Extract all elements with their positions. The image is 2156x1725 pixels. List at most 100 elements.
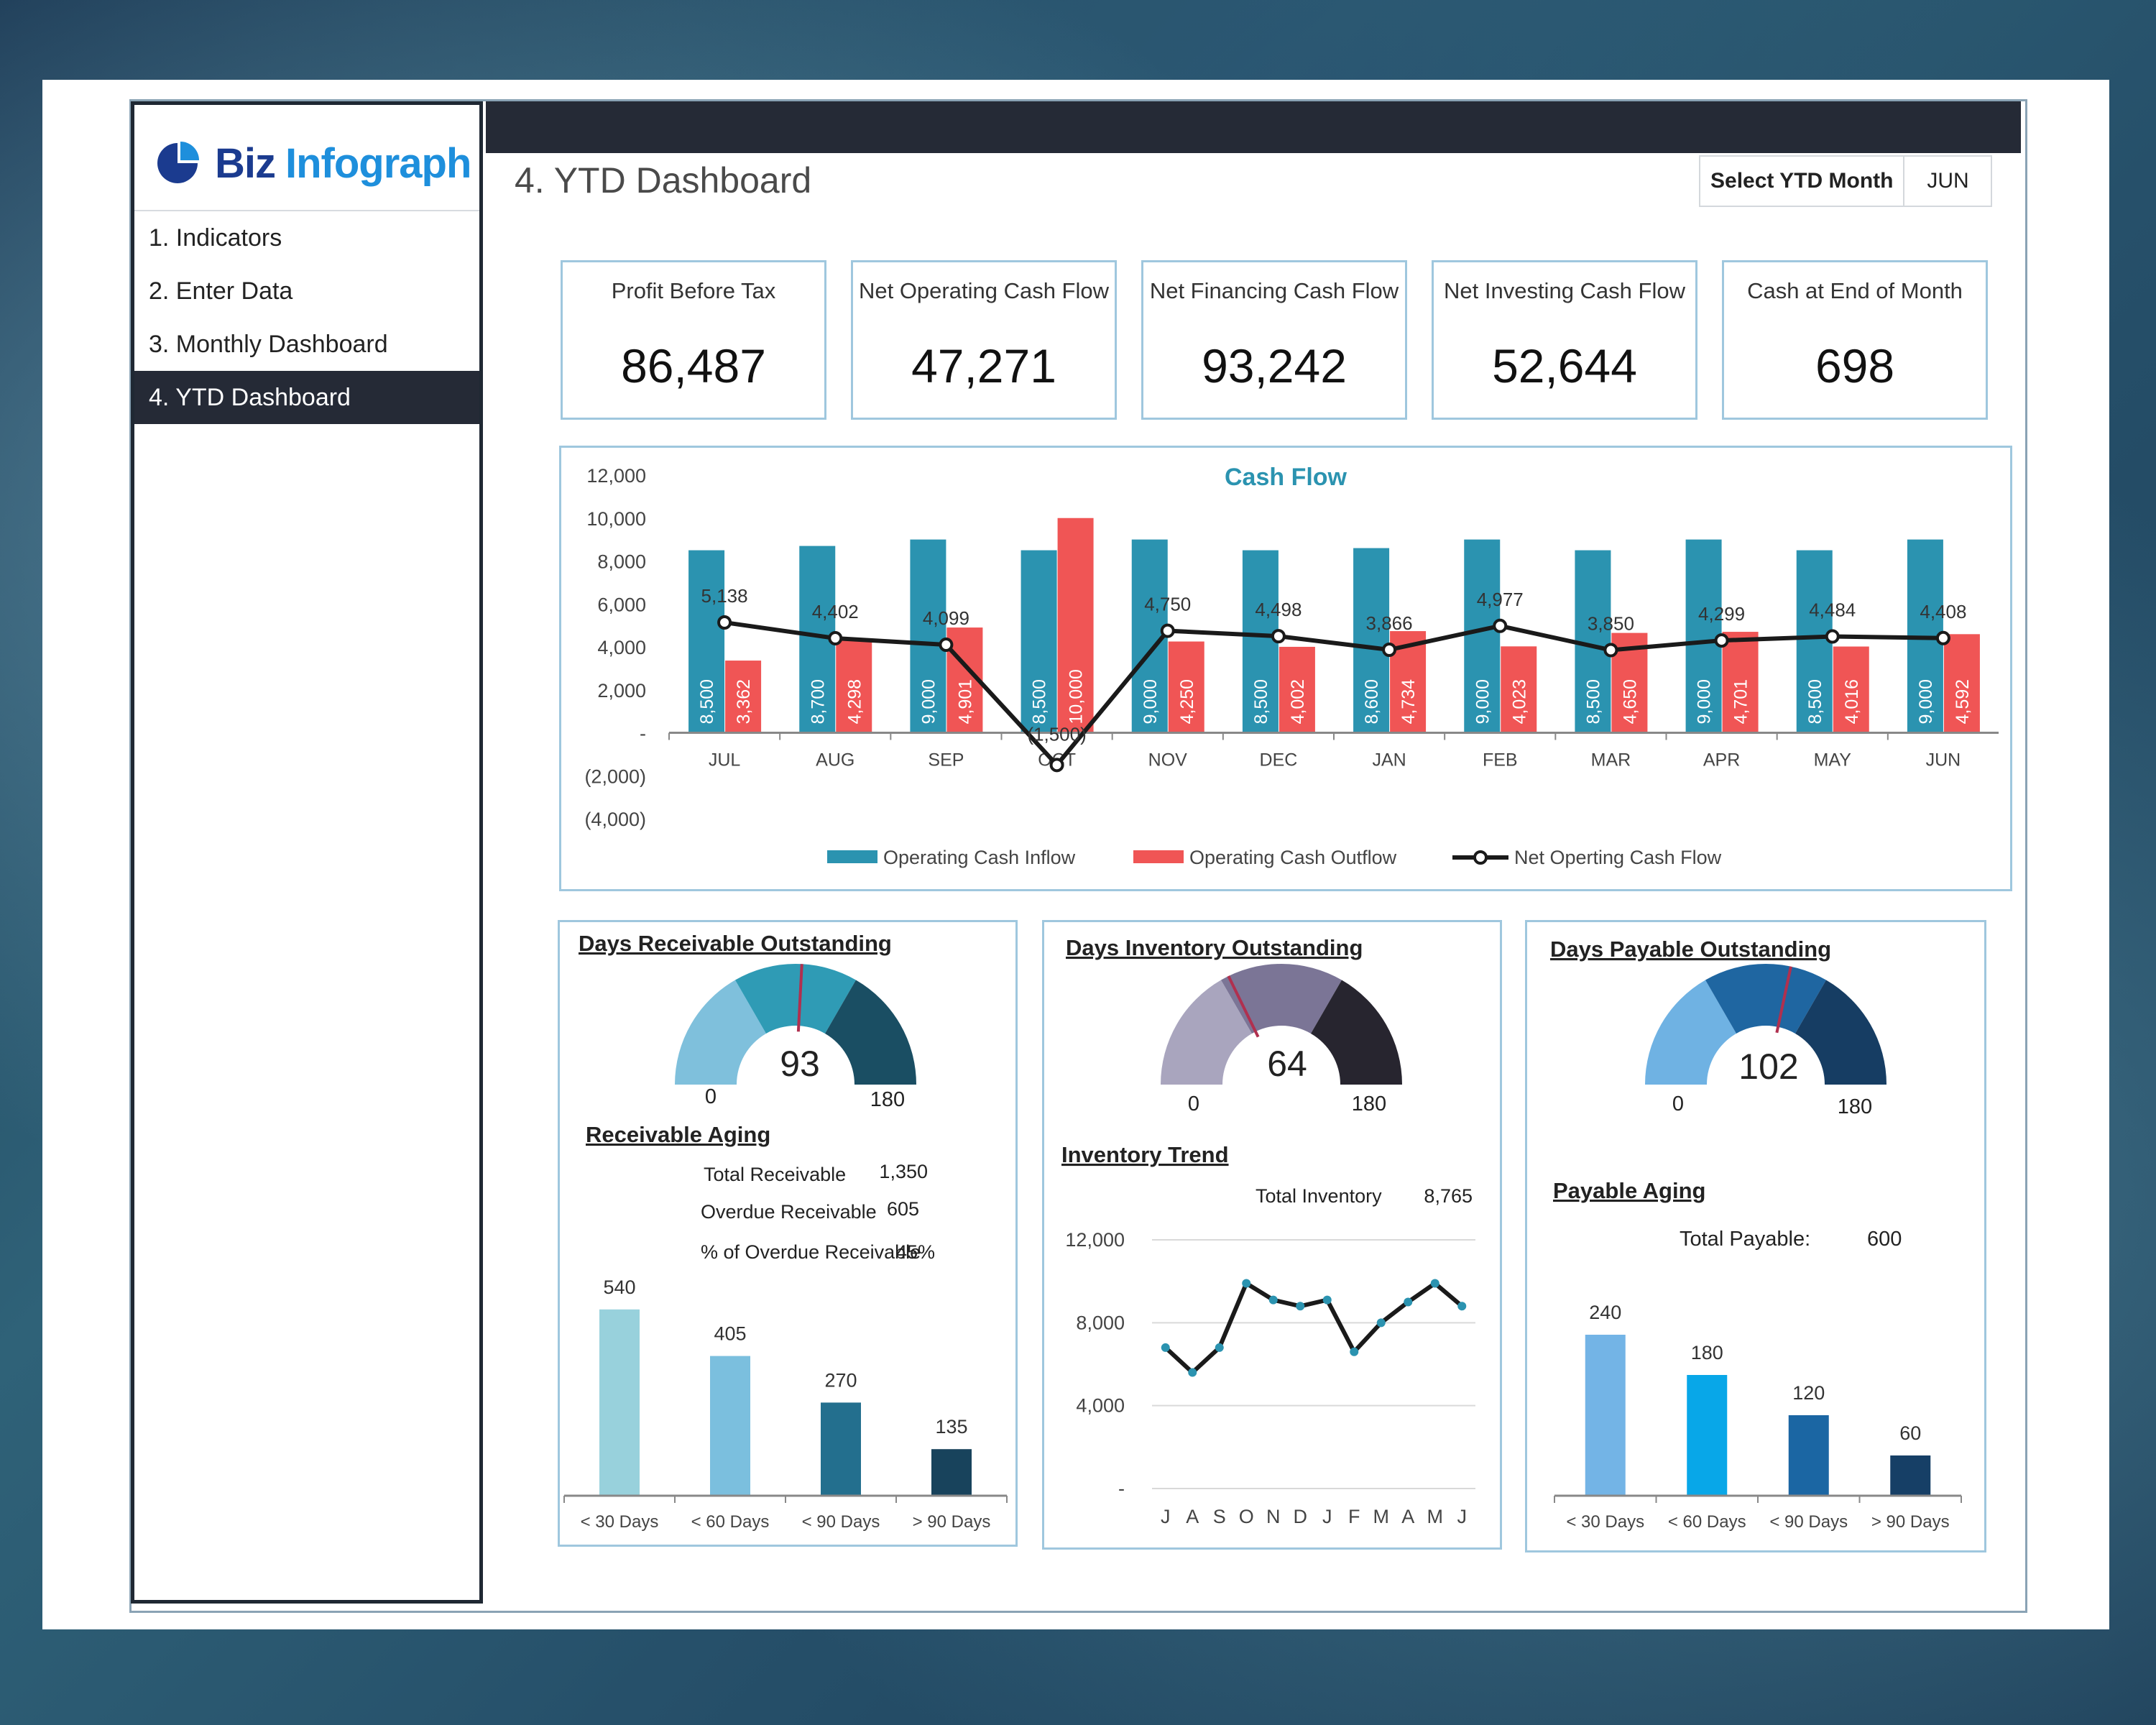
inflow-data-label: 9,000 (1141, 679, 1161, 724)
sidebar-item-enter-data[interactable]: 2. Enter Data (149, 277, 293, 305)
dro-gauge: 93 0 180 (675, 964, 916, 1111)
x-tick-label: S (1213, 1506, 1226, 1527)
legend-label-net: Net Operting Cash Flow (1514, 847, 1722, 868)
overdue-receivable-pct-value: 45% (896, 1241, 935, 1263)
kpi-card-net-financing-cash-flow: Net Financing Cash Flow 93,242 (1141, 260, 1407, 420)
aging-bar (1890, 1455, 1931, 1496)
y-tick-label: 12,000 (586, 465, 646, 487)
gauge-min-label: 0 (1188, 1092, 1199, 1116)
inflow-data-label: 9,000 (1473, 679, 1493, 724)
x-tick-label: DEC (1260, 750, 1298, 770)
legend-label-inflow: Operating Cash Inflow (883, 847, 1076, 868)
ytd-month-selector[interactable]: Select YTD Month JUN (1699, 155, 1993, 207)
receivable-aging-title: Receivable Aging (586, 1122, 770, 1147)
receivable-panel: Days Receivable Outstanding 93 0 180 Recei… (558, 920, 1018, 1547)
aging-category-label: > 90 Days (1871, 1512, 1950, 1532)
kpi-value: 52,644 (1492, 339, 1637, 392)
inflow-bar (1685, 539, 1722, 733)
gauge-band (1161, 980, 1252, 1085)
gauge-band (675, 980, 766, 1085)
net-cash-flow-point (1714, 633, 1729, 648)
aging-bar (1585, 1335, 1626, 1496)
net-cash-flow-line (724, 620, 1943, 768)
outflow-bar (725, 661, 762, 733)
dpo-gauge: 102 0 180 (1645, 964, 1886, 1118)
x-tick-label: M (1373, 1506, 1390, 1527)
inventory-trend-point (1161, 1343, 1170, 1352)
gauge-band (1705, 964, 1826, 1034)
ytd-month-value[interactable]: JUN (1927, 169, 1969, 193)
aging-bar (821, 1402, 861, 1496)
aging-data-label: 135 (935, 1416, 967, 1438)
aging-data-label: 180 (1691, 1342, 1723, 1363)
gauge-value: 102 (1738, 1046, 1798, 1087)
net-data-label: 4,484 (1809, 599, 1856, 621)
kpi-value: 47,271 (911, 339, 1056, 392)
inventory-trend-point (1188, 1368, 1197, 1377)
x-tick-label: A (1401, 1506, 1414, 1527)
outflow-data-label: 4,002 (1288, 679, 1308, 724)
net-cash-flow-point (1603, 643, 1618, 658)
net-cash-flow-point (939, 638, 954, 653)
logo: Biz Infograph (156, 131, 471, 196)
kpi-value: 698 (1815, 339, 1895, 392)
cash-flow-title: Cash Flow (1225, 464, 1348, 491)
sidebar-item-monthly-dashboard[interactable]: 3. Monthly Dashboard (149, 331, 388, 358)
outflow-data-label: 10,000 (1067, 669, 1087, 724)
outflow-data-label: 4,650 (1620, 679, 1640, 724)
total-payable-value: 600 (1867, 1228, 1902, 1251)
overdue-receivable-pct-label: % of Overdue Receivable (701, 1241, 921, 1263)
kpi-card-net-operating-cash-flow: Net Operating Cash Flow 47,271 (851, 260, 1117, 420)
net-cash-flow-point (1160, 623, 1175, 638)
receivable-panel-content: Days Receivable Outstanding 93 0 180 Recei… (563, 931, 1008, 1532)
aging-bar (931, 1449, 972, 1496)
aging-category-label: < 60 Days (1668, 1512, 1746, 1532)
legend-swatch-inflow (827, 850, 877, 863)
net-data-label: 4,299 (1698, 603, 1745, 625)
net-cash-flow-point (1493, 618, 1508, 633)
inventory-trend-point (1457, 1302, 1467, 1311)
aging-category-label: > 90 Days (913, 1512, 991, 1532)
inflow-bar (1796, 550, 1833, 733)
outflow-data-label: 4,592 (1953, 679, 1973, 724)
sidebar-item-indicators[interactable]: 1. Indicators (149, 224, 282, 252)
aging-bar (599, 1309, 640, 1496)
x-tick-label: D (1294, 1506, 1308, 1527)
total-inventory-value: 8,765 (1424, 1185, 1473, 1207)
inventory-trend-point (1296, 1302, 1305, 1311)
aging-data-label: 405 (714, 1323, 746, 1345)
payable-panel-content: Days Payable Outstanding 102 0 180 Payable… (1550, 937, 1962, 1532)
legend-swatch-outflow (1133, 850, 1184, 863)
top-bar (486, 101, 2021, 153)
y-tick-label: 4,000 (597, 637, 646, 658)
payable-aging-title: Payable Aging (1553, 1178, 1705, 1203)
cash-flow-chart: Cash Flow 12,000 10,000 8,000 6,000 4,000 2,00… (584, 464, 1999, 868)
total-receivable-value: 1,350 (879, 1161, 928, 1182)
gauge-band (1795, 980, 1886, 1085)
inventory-panel-content: Days Inventory Outstanding 64 0 180 Invent… (1061, 935, 1475, 1527)
x-tick-label: FEB (1483, 750, 1518, 770)
net-data-label: 4,402 (812, 601, 859, 622)
inflow-bar (688, 550, 725, 733)
cash-flow-panel: Cash Flow 12,000 10,000 8,000 6,000 4,000 2,00… (559, 446, 2012, 891)
inventory-trend-point (1430, 1279, 1439, 1288)
aging-data-label: 540 (603, 1276, 635, 1298)
kpi-label: Cash at End of Month (1747, 278, 1963, 303)
kpi-card-net-investing-cash-flow: Net Investing Cash Flow 52,644 (1432, 260, 1697, 420)
aging-bar (710, 1356, 750, 1496)
gauge-needle (1227, 975, 1260, 1038)
sidebar-item-ytd-dashboard[interactable]: 4. YTD Dashboard (134, 371, 479, 424)
gauge-max-label: 180 (870, 1088, 905, 1111)
inventory-panel: Days Inventory Outstanding 64 0 180 Invent… (1042, 920, 1502, 1550)
inflow-data-label: 8,500 (1251, 679, 1271, 724)
dio-title: Days Inventory Outstanding (1066, 935, 1363, 960)
inflow-data-label: 8,500 (1805, 679, 1825, 724)
x-tick-label: MAY (1814, 750, 1852, 770)
page-title: 4. YTD Dashboard (515, 160, 812, 201)
y-tick-label: 2,000 (597, 680, 646, 702)
overdue-receivable-label: Overdue Receivable (701, 1201, 877, 1223)
aging-category-label: < 60 Days (691, 1512, 770, 1532)
inflow-data-label: 8,600 (1362, 679, 1382, 724)
x-tick-label: JUN (1926, 750, 1961, 770)
inventory-trend-point (1322, 1295, 1332, 1305)
